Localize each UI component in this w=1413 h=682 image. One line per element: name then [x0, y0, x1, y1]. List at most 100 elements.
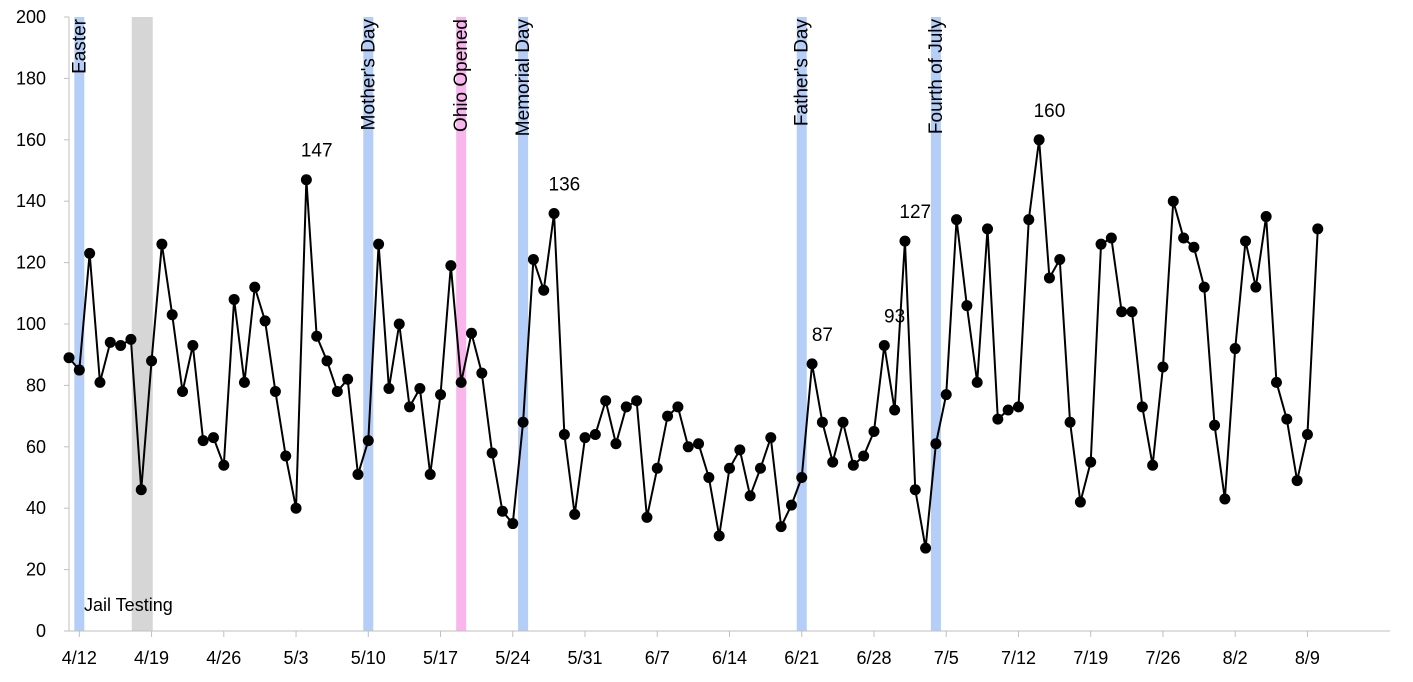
data-point	[342, 373, 354, 385]
event-label: Memorial Day	[513, 19, 534, 137]
data-point	[662, 410, 674, 422]
data-point	[1301, 429, 1313, 441]
data-point	[135, 484, 147, 496]
data-point	[620, 401, 632, 413]
x-tick-label: 4/12	[62, 648, 97, 668]
data-point	[1105, 232, 1117, 244]
x-tick-label: 5/24	[495, 648, 530, 668]
data-point	[300, 174, 312, 186]
y-tick-label: 180	[16, 68, 46, 88]
data-point	[1281, 413, 1293, 425]
x-tick-label: 5/3	[284, 648, 309, 668]
data-point	[889, 404, 901, 416]
data-point	[951, 214, 963, 226]
data-point	[1012, 401, 1024, 413]
x-tick-label: 6/7	[645, 648, 670, 668]
data-point	[899, 235, 911, 247]
data-point	[744, 490, 756, 502]
x-tick-label: 5/10	[351, 648, 386, 668]
event-band	[456, 17, 467, 631]
event-label: Jail Testing	[84, 595, 173, 615]
data-point	[1085, 456, 1097, 468]
y-tick-label: 80	[26, 375, 46, 395]
data-point	[703, 472, 715, 483]
data-point	[156, 238, 168, 250]
data-point	[486, 447, 498, 459]
data-point	[1178, 232, 1190, 244]
data-point	[63, 352, 75, 364]
data-point	[362, 435, 374, 447]
data-point	[847, 459, 859, 471]
data-point	[610, 438, 622, 450]
data-point	[414, 382, 426, 394]
data-point	[682, 441, 694, 453]
data-point	[321, 355, 333, 367]
data-point	[73, 364, 85, 376]
x-tick-label: 8/9	[1295, 648, 1320, 668]
x-tick-label: 7/19	[1073, 648, 1108, 668]
x-tick-label: 7/5	[934, 648, 959, 668]
data-point	[527, 254, 539, 266]
data-point	[1136, 401, 1148, 413]
y-tick-label: 0	[36, 621, 46, 641]
data-point	[734, 444, 746, 456]
data-point	[982, 223, 994, 235]
x-tick-label: 6/21	[784, 648, 819, 668]
x-tick-label: 4/26	[206, 648, 241, 668]
data-point	[1188, 241, 1200, 253]
y-tick-label: 100	[16, 314, 46, 334]
event-band	[363, 17, 374, 631]
data-point	[435, 389, 447, 401]
data-point	[465, 327, 477, 339]
event-band	[74, 17, 85, 631]
data-point	[765, 432, 777, 444]
y-tick-label: 160	[16, 130, 46, 150]
event-band	[796, 17, 807, 631]
event-label: Ohio Opened	[451, 19, 472, 132]
event-label: Father's Day	[792, 19, 813, 127]
data-point	[259, 315, 271, 327]
data-point	[1064, 416, 1076, 428]
y-tick-label: 20	[26, 560, 46, 580]
data-point	[641, 511, 653, 523]
data-point	[837, 416, 849, 428]
data-point	[579, 432, 591, 444]
data-point	[651, 462, 663, 474]
data-point	[1116, 306, 1128, 318]
x-tick-label: 7/26	[1145, 648, 1180, 668]
x-tick-label: 5/17	[423, 648, 458, 668]
data-point	[331, 386, 343, 398]
data-point	[393, 318, 405, 330]
x-tick-label: 4/19	[134, 648, 169, 668]
data-point	[1095, 238, 1107, 250]
data-label: 93	[884, 306, 905, 327]
data-point	[218, 459, 230, 471]
series-line	[68, 139, 1319, 549]
data-point	[1198, 281, 1210, 293]
x-tick-label: 7/12	[1001, 648, 1036, 668]
data-point	[383, 382, 395, 394]
data-point	[115, 339, 127, 351]
data-point	[548, 207, 560, 219]
data-point	[754, 462, 766, 474]
data-point	[1002, 404, 1014, 416]
event-band	[131, 17, 153, 631]
data-point	[589, 429, 601, 441]
data-point	[631, 395, 643, 407]
data-point	[920, 542, 932, 554]
data-point	[1240, 235, 1252, 247]
data-point	[858, 450, 870, 462]
data-point	[445, 260, 457, 272]
data-point	[878, 339, 890, 351]
data-point	[1126, 306, 1138, 318]
data-label: 136	[549, 174, 581, 195]
event-label: Easter	[69, 18, 90, 74]
data-point	[197, 435, 209, 447]
data-point	[1023, 214, 1035, 226]
data-point	[496, 505, 508, 517]
data-point	[1074, 496, 1086, 508]
data-point	[104, 336, 116, 348]
data-point	[84, 247, 96, 259]
data-point	[290, 502, 302, 514]
